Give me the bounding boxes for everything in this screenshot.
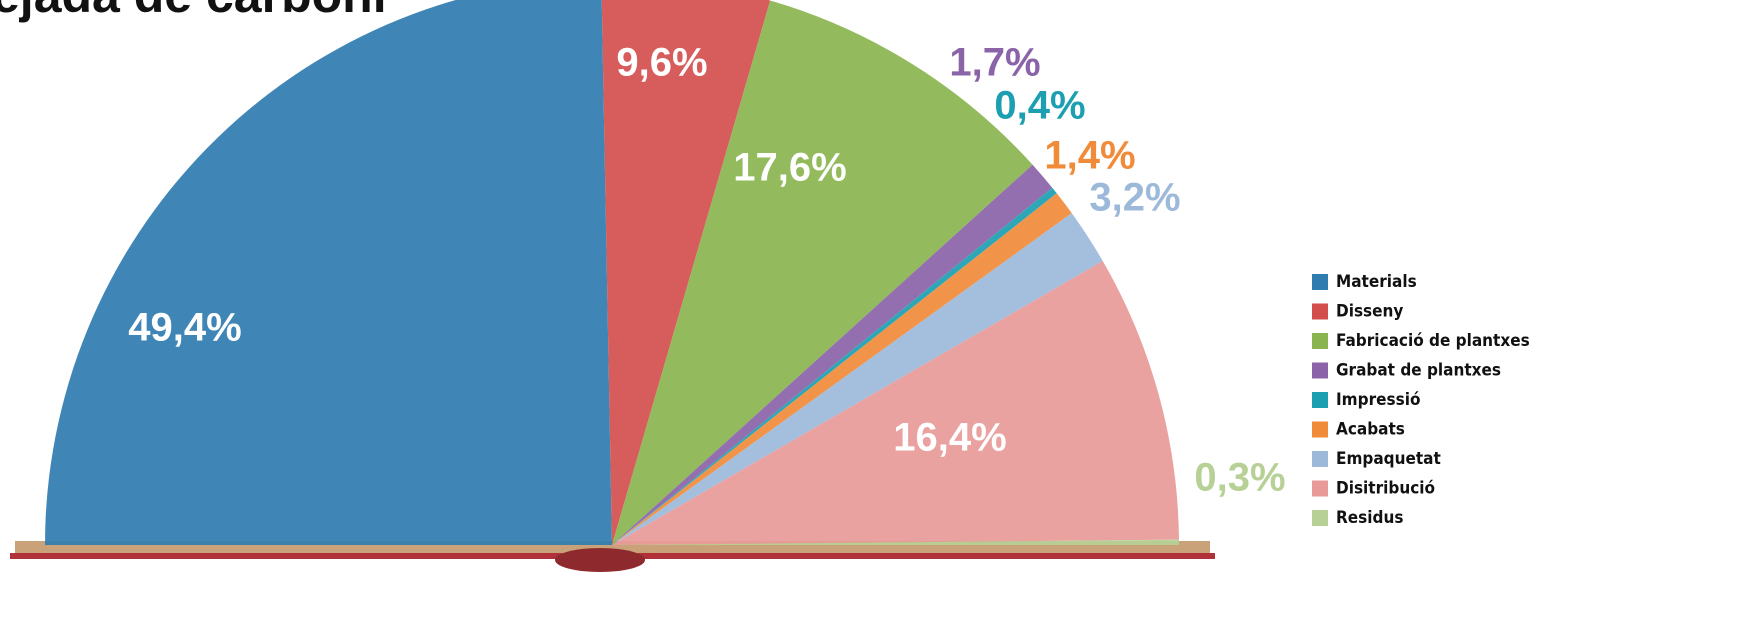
legend-label: Acabats [1336, 420, 1405, 440]
legend-swatch [1312, 333, 1328, 349]
legend-swatch [1312, 510, 1328, 526]
data-label: 9,6% [616, 41, 707, 85]
legend-label: Fabricació de plantxes [1336, 331, 1530, 351]
data-label: 49,4% [128, 306, 241, 350]
legend-swatch [1312, 274, 1328, 290]
legend-label: Impressió [1336, 390, 1420, 410]
chart-title: ejada de carboni [0, 0, 387, 23]
data-label: 1,4% [1044, 134, 1135, 178]
legend-label: Empaquetat [1336, 449, 1441, 469]
data-label: 3,2% [1089, 176, 1180, 220]
legend-swatch [1312, 304, 1328, 320]
legend-swatch [1312, 422, 1328, 438]
slice [45, 0, 612, 545]
data-label: 0,3% [1194, 456, 1285, 500]
legend-swatch [1312, 392, 1328, 408]
data-label: 1,7% [949, 41, 1040, 85]
legend-label: Materials [1336, 272, 1417, 292]
book-spine [555, 548, 645, 572]
legend-swatch [1312, 363, 1328, 379]
data-label: 17,6% [733, 146, 846, 190]
data-label: 16,4% [893, 416, 1006, 460]
legend-swatch [1312, 451, 1328, 467]
chart: ejada de carboni 49,4% 9,6% 17,6% 1,7%0,4% 1… [0, 0, 1741, 635]
legend-label: Disseny [1336, 302, 1403, 322]
legend-label: Grabat de plantxes [1336, 361, 1501, 381]
data-label: 0,4% [994, 84, 1085, 128]
legend-label: Disitribució [1336, 479, 1435, 499]
legend-swatch [1312, 481, 1328, 497]
legend-label: Residus [1336, 508, 1403, 528]
